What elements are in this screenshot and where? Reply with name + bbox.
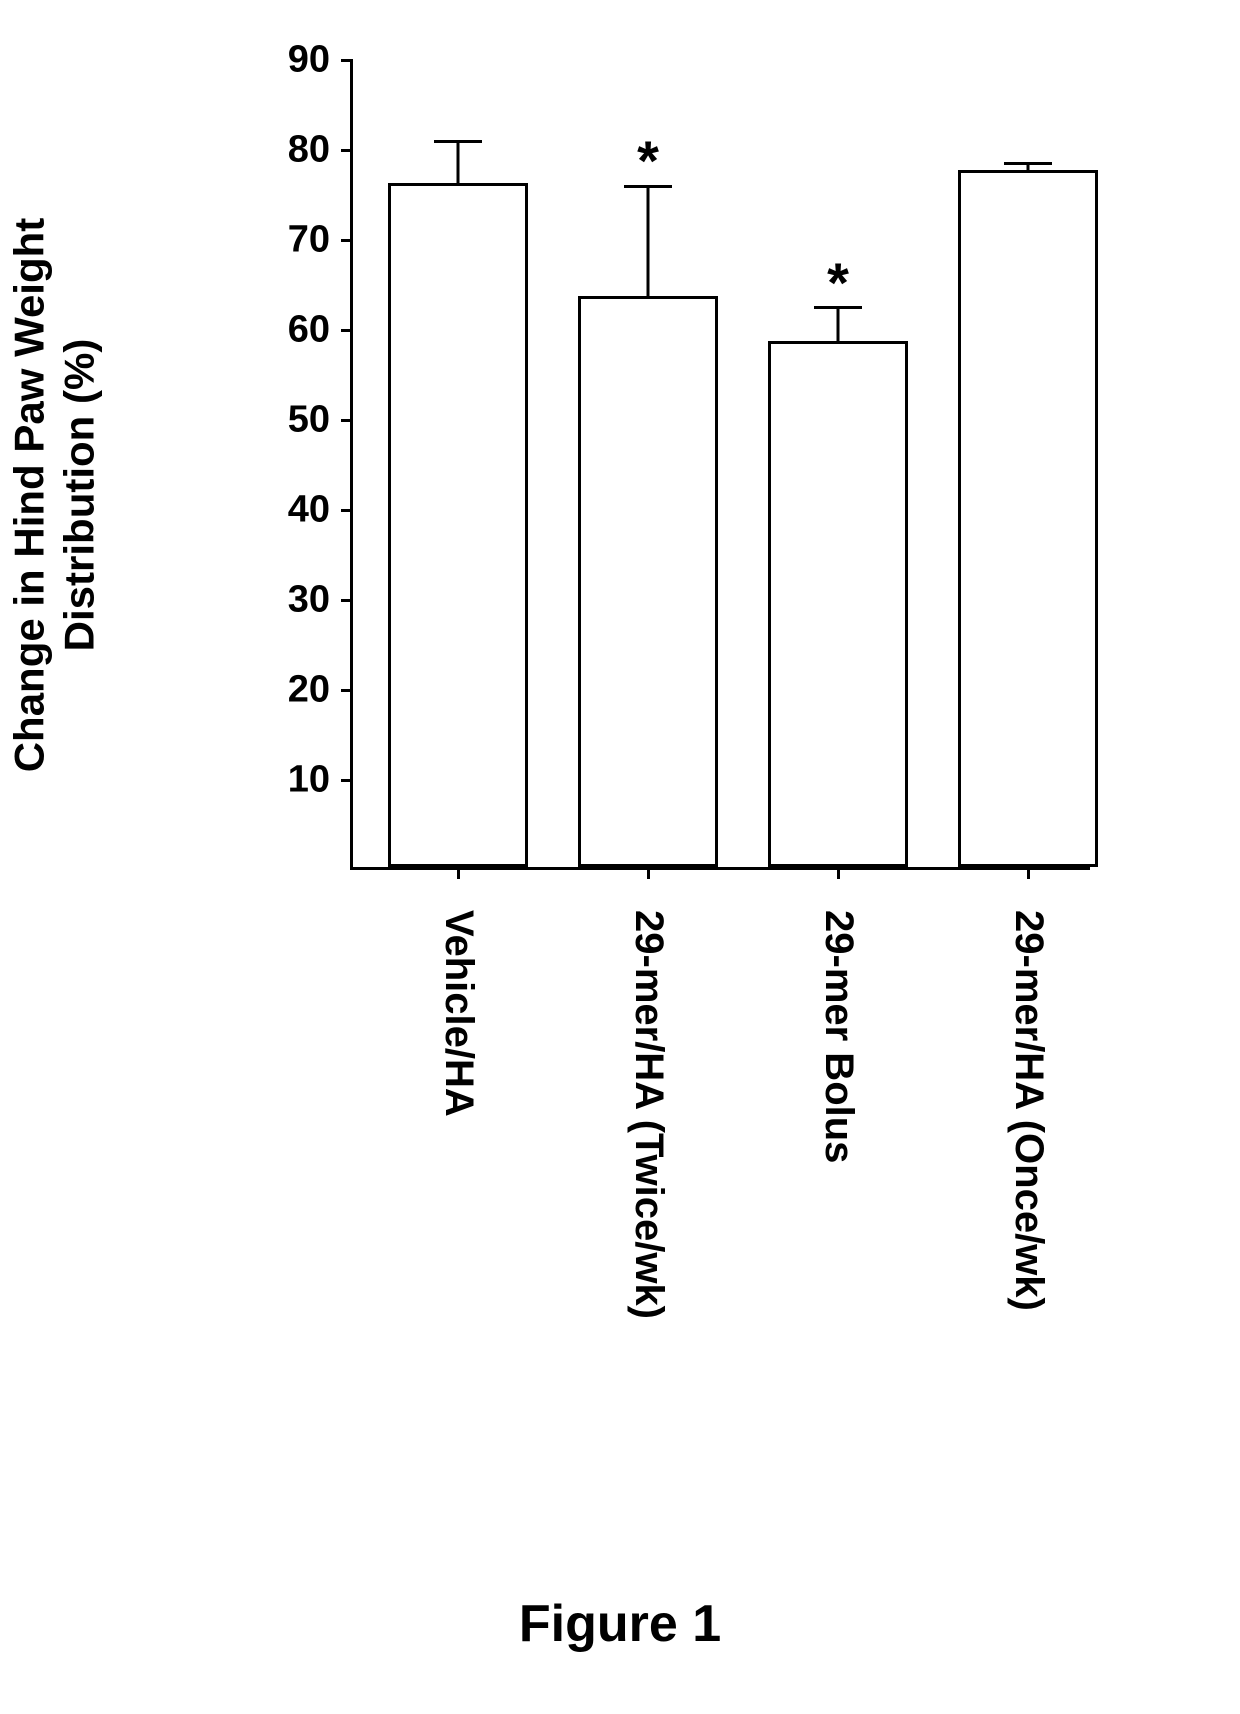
y-axis-label: Change in Hind Paw Weight Distribution (…: [5, 70, 106, 920]
bar: [388, 183, 528, 867]
y-tick: [341, 599, 353, 602]
plot-area: 102030405060708090Vehicle/HA*29-mer/HA (…: [350, 60, 1090, 870]
error-bar: [647, 186, 650, 299]
y-tick: [341, 509, 353, 512]
y-tick: [341, 689, 353, 692]
x-tick: [647, 867, 650, 879]
x-axis-label: Vehicle/HA: [436, 910, 481, 1117]
significance-marker: *: [637, 128, 659, 193]
y-tick: [341, 239, 353, 242]
bar: [768, 341, 908, 868]
figure-caption: Figure 1: [519, 1594, 721, 1654]
y-tick: [341, 59, 353, 62]
y-tick: [341, 419, 353, 422]
x-axis-label: 29-mer/HA (Once/wk): [1006, 910, 1051, 1311]
significance-marker: *: [827, 250, 849, 315]
y-tick: [341, 329, 353, 332]
x-axis-label: 29-mer Bolus: [816, 910, 861, 1163]
error-bar: [457, 141, 460, 186]
error-bar-cap: [434, 140, 482, 143]
bar: [958, 170, 1098, 868]
y-axis-label-line1: Change in Hind Paw Weight: [6, 218, 53, 773]
y-tick-label: 50: [288, 399, 330, 442]
x-tick: [1027, 867, 1030, 879]
x-tick: [837, 867, 840, 879]
bar-chart: Change in Hind Paw Weight Distribution (…: [130, 60, 1110, 930]
y-tick-label: 40: [288, 489, 330, 532]
y-tick-label: 70: [288, 219, 330, 262]
y-tick-label: 60: [288, 309, 330, 352]
y-tick-label: 10: [288, 759, 330, 802]
y-tick-label: 90: [288, 39, 330, 82]
y-tick: [341, 779, 353, 782]
bar: [578, 296, 718, 868]
y-tick-label: 20: [288, 669, 330, 712]
x-tick: [457, 867, 460, 879]
y-tick-label: 30: [288, 579, 330, 622]
x-axis-label: 29-mer/HA (Twice/wk): [626, 910, 671, 1319]
y-tick-label: 80: [288, 129, 330, 172]
y-axis-label-line2: Distribution (%): [56, 339, 103, 652]
y-tick: [341, 149, 353, 152]
error-bar-cap: [1004, 162, 1052, 165]
